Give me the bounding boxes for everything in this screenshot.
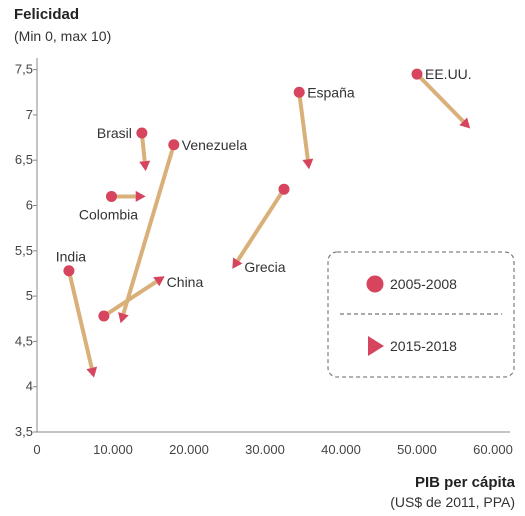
country-label-india: India [56, 249, 87, 265]
espa-a-arrow-line [297, 91, 310, 160]
y-tick-label: 7 [26, 107, 33, 122]
country-label-brasil: Brasil [97, 125, 132, 141]
india-arrow-line [66, 270, 94, 369]
x-tick-label: 20.000 [169, 442, 209, 457]
x-tick-label: 30.000 [245, 442, 285, 457]
x-tick-label: 40.000 [321, 442, 361, 457]
x-tick-label: 50.000 [397, 442, 437, 457]
espa-a-2005-2008-marker [293, 86, 305, 98]
india-2005-2008-marker [63, 265, 75, 277]
y-tick-label: 4,5 [15, 333, 33, 348]
country-label-colombia: Colombia [79, 206, 138, 222]
espa-a-2015-2018-marker [302, 158, 314, 170]
country-label-china: China [167, 274, 204, 290]
y-tick-label: 7,5 [15, 62, 33, 77]
country-label-venezuela: Venezuela [182, 137, 248, 153]
country-label-espa-a: España [307, 84, 355, 100]
venezuela-2015-2018-marker [118, 312, 129, 324]
y-tick-label: 5,5 [15, 243, 33, 258]
venezuela-2005-2008-marker [168, 139, 180, 151]
x-tick-label: 60.000 [473, 442, 513, 457]
x-tick-label: 10.000 [93, 442, 133, 457]
legend-circle-marker [366, 275, 384, 293]
ee-uu-2005-2008-marker [411, 68, 423, 80]
grecia-arrow-line [236, 188, 286, 262]
y-tick-label: 6,5 [15, 152, 33, 167]
colombia-2015-2018-marker [135, 190, 146, 202]
country-label-ee-uu: EE.UU. [425, 66, 472, 82]
y-tick-label: 6 [26, 198, 33, 213]
venezuela-arrow-line [121, 144, 176, 315]
india-2015-2018-marker [86, 366, 98, 378]
legend-label-2005-2008: 2005-2008 [390, 276, 457, 292]
ee-uu-2015-2018-marker [459, 117, 471, 129]
country-label-grecia: Grecia [244, 259, 285, 275]
colombia-2005-2008-marker [105, 190, 117, 202]
legend-triangle-marker [368, 336, 384, 356]
china-2005-2008-marker [98, 310, 110, 322]
grecia-2015-2018-marker [232, 257, 243, 269]
ee-uu-arrow-line [415, 72, 465, 123]
x-axis-subtitle: (US$ de 2011, PPA) [390, 494, 515, 510]
y-tick-label: 5 [26, 288, 33, 303]
x-axis-title: PIB per cápita [414, 474, 515, 491]
china-arrow-line [102, 279, 158, 318]
brasil-2015-2018-marker [139, 160, 151, 172]
brasil-2005-2008-marker [136, 127, 148, 139]
legend-label-2015-2018: 2015-2018 [390, 338, 457, 354]
y-axis-title: Felicidad [14, 6, 80, 23]
y-axis-subtitle: (Min 0, max 10) [14, 28, 112, 44]
y-tick-label: 3,5 [15, 424, 33, 439]
china-2015-2018-marker [153, 276, 165, 287]
grecia-2005-2008-marker [278, 183, 290, 195]
x-tick-label: 0 [33, 442, 40, 457]
y-tick-label: 4 [26, 379, 33, 394]
